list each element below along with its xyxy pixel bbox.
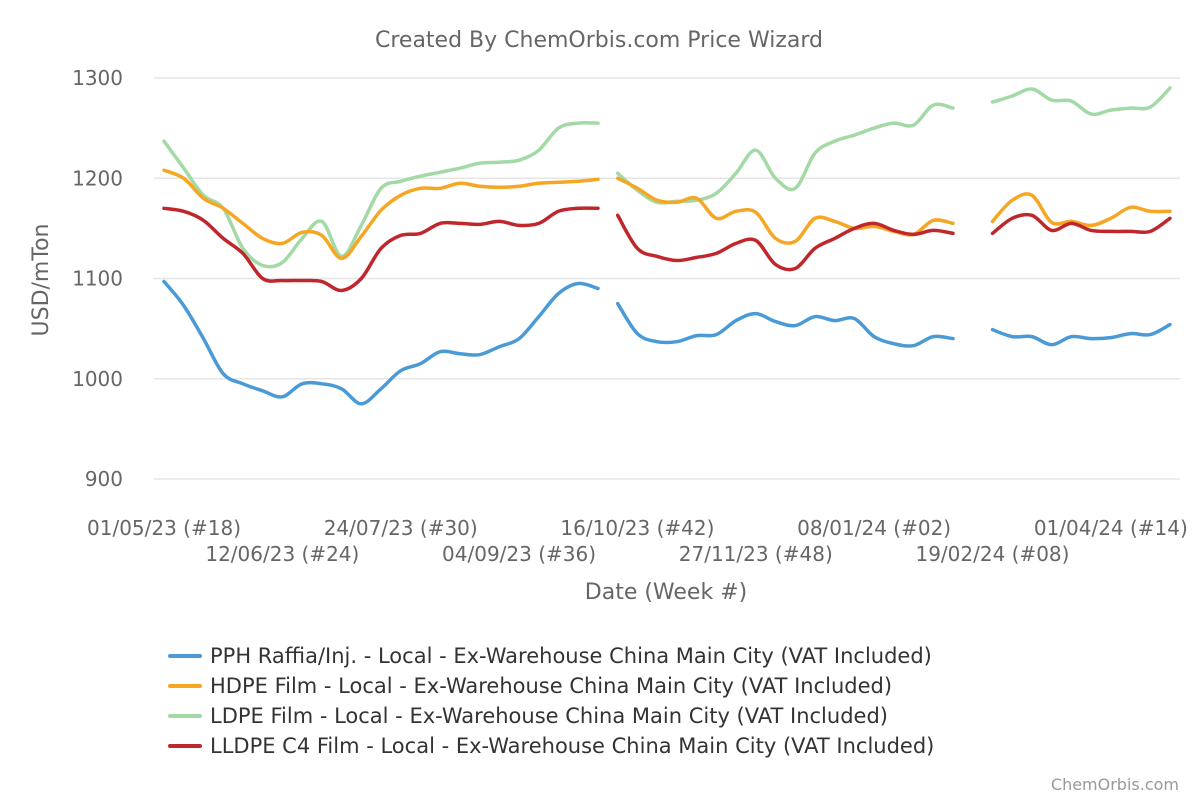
gridlines	[154, 77, 1180, 480]
y-tick-label: 1000	[72, 367, 123, 391]
series-line	[162, 206, 600, 293]
series-line	[990, 86, 1172, 117]
series-line	[615, 102, 955, 205]
legend-item[interactable]: LDPE Film - Local - Ex-Warehouse China M…	[168, 704, 888, 728]
x-tick-label: 12/06/23 (#24)	[205, 542, 359, 566]
y-axis-ticks: 900 1000 1100 1200 1300	[72, 66, 123, 491]
y-tick-label: 1100	[72, 267, 123, 291]
x-tick-label: 04/09/23 (#36)	[442, 542, 596, 566]
legend-label: LLDPE C4 Film - Local - Ex-Warehouse Chi…	[210, 734, 934, 758]
series-line	[162, 120, 600, 269]
series-lines	[162, 86, 1172, 406]
legend: PPH Raffia/Inj. - Local - Ex-Warehouse C…	[168, 644, 934, 758]
series-line	[990, 212, 1172, 236]
x-tick-label: 19/02/24 (#08)	[915, 542, 1069, 566]
series-line	[990, 192, 1172, 228]
y-tick-label: 1200	[72, 166, 123, 190]
y-tick-label: 1300	[72, 66, 123, 90]
series-line	[615, 301, 955, 348]
x-tick-label: 24/07/23 (#30)	[324, 516, 478, 540]
x-tick-label: 27/11/23 (#48)	[679, 542, 833, 566]
series-line	[162, 168, 600, 261]
x-tick-label: 08/01/24 (#02)	[797, 516, 951, 540]
chart-title: Created By ChemOrbis.com Price Wizard	[375, 28, 823, 53]
credit-label: ChemOrbis.com	[1051, 775, 1179, 794]
x-tick-label: 16/10/23 (#42)	[560, 516, 714, 540]
legend-item[interactable]: HDPE Film - Local - Ex-Warehouse China M…	[168, 674, 892, 698]
legend-item[interactable]: LLDPE C4 Film - Local - Ex-Warehouse Chi…	[168, 734, 934, 758]
legend-label: PPH Raffia/Inj. - Local - Ex-Warehouse C…	[210, 644, 932, 668]
series-line	[162, 279, 600, 406]
legend-item[interactable]: PPH Raffia/Inj. - Local - Ex-Warehouse C…	[168, 644, 932, 668]
x-axis-title: Date (Week #)	[585, 580, 747, 605]
x-tick-label: 01/05/23 (#18)	[87, 516, 241, 540]
y-tick-label: 900	[85, 467, 123, 491]
legend-label: HDPE Film - Local - Ex-Warehouse China M…	[210, 674, 892, 698]
y-axis-title: USD/mTon	[29, 224, 54, 337]
legend-label: LDPE Film - Local - Ex-Warehouse China M…	[210, 704, 888, 728]
x-axis-ticks: 01/05/23 (#18)12/06/23 (#24)24/07/23 (#3…	[87, 516, 1188, 566]
series-line	[615, 213, 955, 272]
x-tick-label: 01/04/24 (#14)	[1034, 516, 1188, 540]
series-line	[990, 322, 1172, 347]
